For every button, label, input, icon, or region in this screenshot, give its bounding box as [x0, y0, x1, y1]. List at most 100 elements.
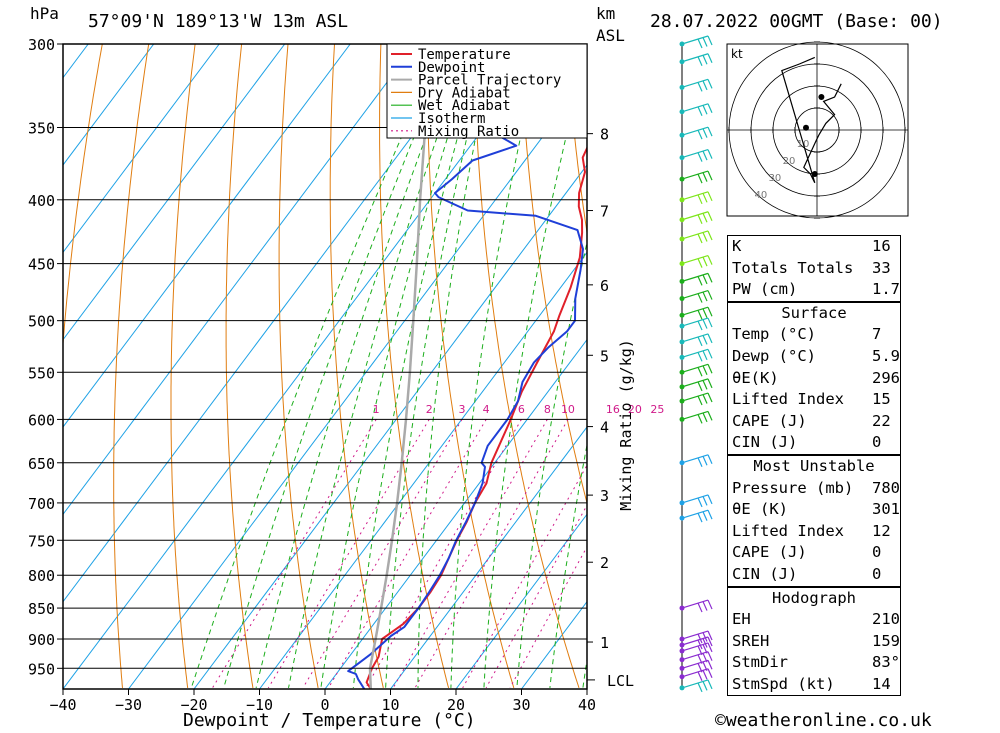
wind-barb-staff [681, 348, 709, 358]
index-label: PW (cm) [732, 280, 798, 299]
wet-adiabat-line [516, 240, 587, 688]
mixing-ratio-line [485, 504, 587, 689]
wind-barb-flag [702, 256, 708, 267]
pressure-tick-label: 750 [28, 532, 55, 550]
pressure-tick-label: 800 [28, 567, 55, 585]
station-location: 57°09'N 189°13'W 13m ASL [88, 11, 349, 32]
mu-label: Pressure (mb) [732, 478, 854, 497]
surface-value: 15 [872, 390, 891, 409]
wind-barb-flag [707, 509, 713, 520]
wind-barb [679, 410, 713, 424]
pressure-tick-label: 700 [28, 495, 55, 513]
isotherm-line [63, 44, 351, 428]
legend-entry: Mixing Ratio [418, 124, 519, 140]
wind-barb [679, 317, 713, 331]
surface-label: θE(K) [732, 368, 779, 387]
wind-barb-staff [681, 211, 709, 221]
isotherm-line [63, 44, 220, 254]
wind-barb [679, 494, 713, 508]
wind-barb-flag [697, 38, 703, 49]
wind-barb-staff [681, 454, 709, 464]
surface-row: Lifted Index 15 [728, 389, 900, 411]
hodo-value: 14 [872, 674, 891, 693]
mu-row: Pressure (mb) 780 [728, 478, 900, 500]
surface-row: θE(K) 296 [728, 368, 900, 390]
index-row-k: K 16 [728, 236, 900, 258]
mixing-ratio-label: 16 [606, 403, 620, 416]
x-tick-label: 0 [320, 696, 329, 714]
wind-barb-flag [707, 103, 713, 114]
wind-barb [679, 35, 713, 49]
km-tick-label: 5 [600, 347, 609, 365]
km-tick-label: 2 [600, 554, 609, 572]
dry-adiabat-line [566, 44, 587, 236]
pressure-tick-label: 350 [28, 119, 55, 137]
wind-barb-flag [707, 630, 713, 641]
hodograph-marker [818, 94, 825, 100]
wind-barb-flag [707, 636, 713, 647]
wind-barb-flag [707, 170, 713, 181]
mu-row: CAPE (J) 0 [728, 542, 900, 564]
wind-barb [679, 651, 713, 664]
wind-barb-flag [702, 394, 708, 404]
mixing-ratio-line [365, 419, 522, 689]
wet-adiabat-line [190, 44, 443, 689]
wet-adiabat-line [385, 44, 491, 688]
pressure-tick-label: 450 [28, 256, 55, 274]
surface-label: Lifted Index [732, 390, 844, 409]
mu-value: 0 [872, 543, 882, 562]
x-tick-label: −10 [246, 696, 273, 714]
wind-barb-flag [702, 638, 708, 648]
wind-barb-flag [702, 601, 708, 611]
wind-barb [679, 378, 713, 392]
wind-barb-staff [681, 230, 709, 240]
wind-barb-flag [702, 365, 708, 376]
wind-barb-flag [707, 191, 713, 202]
pressure-tick-label: 400 [28, 192, 55, 210]
wind-barb-staff [681, 599, 709, 609]
mixing-ratio-label: 10 [561, 403, 575, 416]
km-tick-label: 4 [600, 419, 609, 437]
wind-barb [679, 78, 713, 92]
wind-barb-staff [681, 272, 709, 282]
wind-barb-flag [697, 497, 703, 508]
wind-barb-flag [707, 454, 713, 465]
km-tick-label: 1 [600, 634, 609, 652]
wind-barb-flag [707, 364, 713, 374]
legend-entry: Isotherm [418, 111, 485, 127]
wind-barb-flag [697, 639, 703, 650]
wind-barb-flag [702, 308, 708, 318]
wind-barb-flag [707, 317, 713, 328]
x-tick-label: −20 [180, 696, 207, 714]
index-value: 16 [872, 237, 891, 255]
pressure-tick-label: 850 [28, 600, 55, 618]
wind-barb-staff [681, 642, 709, 652]
hodo-value: 83° [872, 653, 900, 672]
wind-barb-flag [702, 412, 708, 423]
pressure-tick-label: 300 [28, 36, 55, 54]
wind-barb-staff [681, 191, 709, 201]
wind-barb-flag [702, 350, 708, 361]
wind-barb [679, 103, 713, 117]
legend-entry: Wet Adiabat [418, 98, 511, 114]
wind-barb [679, 348, 713, 362]
wind-barb-staff [681, 149, 709, 159]
wind-barb-flag [702, 511, 708, 521]
wind-barb-staff [681, 103, 709, 113]
mu-value: 12 [872, 521, 891, 540]
wet-adiabat-line [450, 44, 543, 688]
legend-entry: Dewpoint [418, 60, 485, 76]
hpa-axis-label: hPa [30, 4, 59, 23]
hodo-row: EH 210 [728, 609, 900, 631]
wind-barb [679, 636, 713, 650]
mixing-ratio-label: 20 [628, 403, 642, 416]
wind-barb-flag [697, 258, 703, 268]
mixing-ratio-label: 8 [544, 403, 551, 416]
surface-row: Temp (°C) 7 [728, 324, 900, 346]
mixing-ratio-label: 6 [518, 403, 525, 416]
wind-barb-flag [697, 82, 703, 92]
dry-adiabat-line [426, 44, 515, 689]
wind-barb-flag [707, 126, 713, 137]
mixing-ratio-label: 2 [426, 403, 433, 416]
